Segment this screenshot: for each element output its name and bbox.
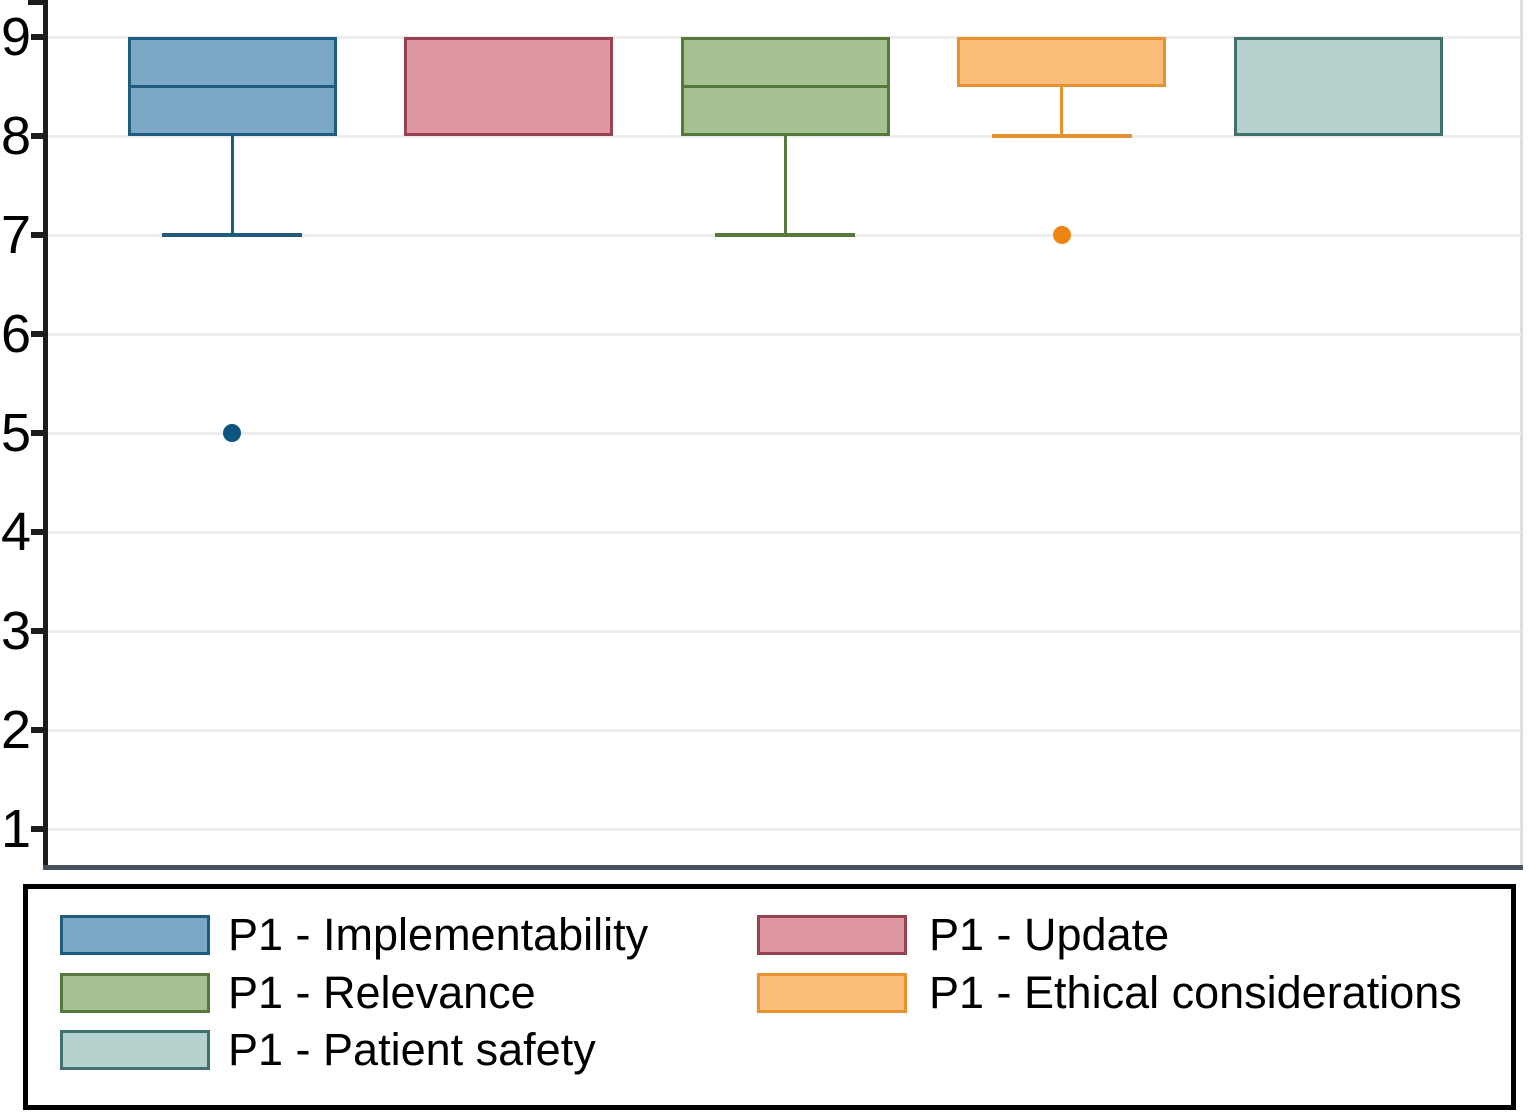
median-line-p1-implementability xyxy=(130,85,334,88)
legend-label-p1-implementability: P1 - Implementability xyxy=(228,909,649,960)
median-line-p1-relevance xyxy=(683,85,887,88)
legend-swatch-p1-update xyxy=(757,915,907,955)
y-tick-label-9: 9 xyxy=(0,7,31,67)
whisker-stem-p1-implementability xyxy=(230,136,234,235)
outlier-dot-p1-ethical-considerations-0 xyxy=(1052,226,1071,244)
gridline-y-4 xyxy=(48,531,1521,534)
y-tick-label-4: 4 xyxy=(0,502,31,562)
box-p1-ethical-considerations xyxy=(957,37,1166,87)
legend-swatch-p1-ethical-considerations xyxy=(757,973,907,1013)
y-tick-label-5: 5 xyxy=(0,403,31,463)
y-tick-label-1: 1 xyxy=(0,799,31,859)
box-p1-update xyxy=(404,37,613,136)
y-tick-label-3: 3 xyxy=(0,601,31,661)
y-tick-label-2: 2 xyxy=(0,700,31,760)
gridline-y-2 xyxy=(48,729,1521,732)
whisker-cap-p1-implementability xyxy=(162,233,302,237)
legend-label-p1-update: P1 - Update xyxy=(929,909,1170,960)
plot-right-border xyxy=(1520,0,1523,866)
legend-label-p1-relevance: P1 - Relevance xyxy=(228,967,536,1018)
legend: P1 - Implementability P1 - Relevance P1 - … xyxy=(23,884,1516,1110)
y-axis-line xyxy=(43,0,48,869)
gridline-y-5 xyxy=(48,432,1521,435)
gridline-y-3 xyxy=(48,630,1521,633)
y-tick-3 xyxy=(31,628,47,634)
whisker-cap-p1-relevance xyxy=(715,233,855,237)
y-tick-5 xyxy=(31,430,47,436)
gridline-y-6 xyxy=(48,333,1521,336)
y-tick-1 xyxy=(31,826,47,832)
y-tick-4 xyxy=(31,529,47,535)
y-tick-6 xyxy=(31,331,47,337)
whisker-cap-p1-ethical-considerations xyxy=(991,134,1132,138)
y-tick-2 xyxy=(31,727,47,733)
legend-swatch-p1-relevance xyxy=(60,973,210,1013)
whisker-stem-p1-ethical-considerations xyxy=(1060,86,1063,136)
y-tick-label-7: 7 xyxy=(0,205,31,265)
y-tick-label-6: 6 xyxy=(0,304,31,364)
y-tick-9 xyxy=(31,34,47,40)
legend-label-p1-patient-safety: P1 - Patient safety xyxy=(228,1024,596,1075)
legend-swatch-p1-patient-safety xyxy=(60,1030,210,1070)
legend-swatch-p1-implementability xyxy=(60,915,210,955)
whisker-stem-p1-relevance xyxy=(783,136,787,235)
y-axis-tick-top-fragment xyxy=(28,0,47,5)
legend-label-p1-ethical-considerations: P1 - Ethical considerations xyxy=(929,967,1462,1018)
y-tick-label-8: 8 xyxy=(0,106,31,166)
plot-area: 1 2 3 4 5 6 7 8 9 xyxy=(0,0,1523,870)
x-axis-line xyxy=(43,865,1523,870)
outlier-dot-p1-implementability-0 xyxy=(223,424,241,442)
box-p1-patient-safety xyxy=(1233,37,1443,136)
y-tick-7 xyxy=(31,232,47,238)
gridline-y-1 xyxy=(48,828,1521,831)
y-tick-8 xyxy=(31,133,47,139)
